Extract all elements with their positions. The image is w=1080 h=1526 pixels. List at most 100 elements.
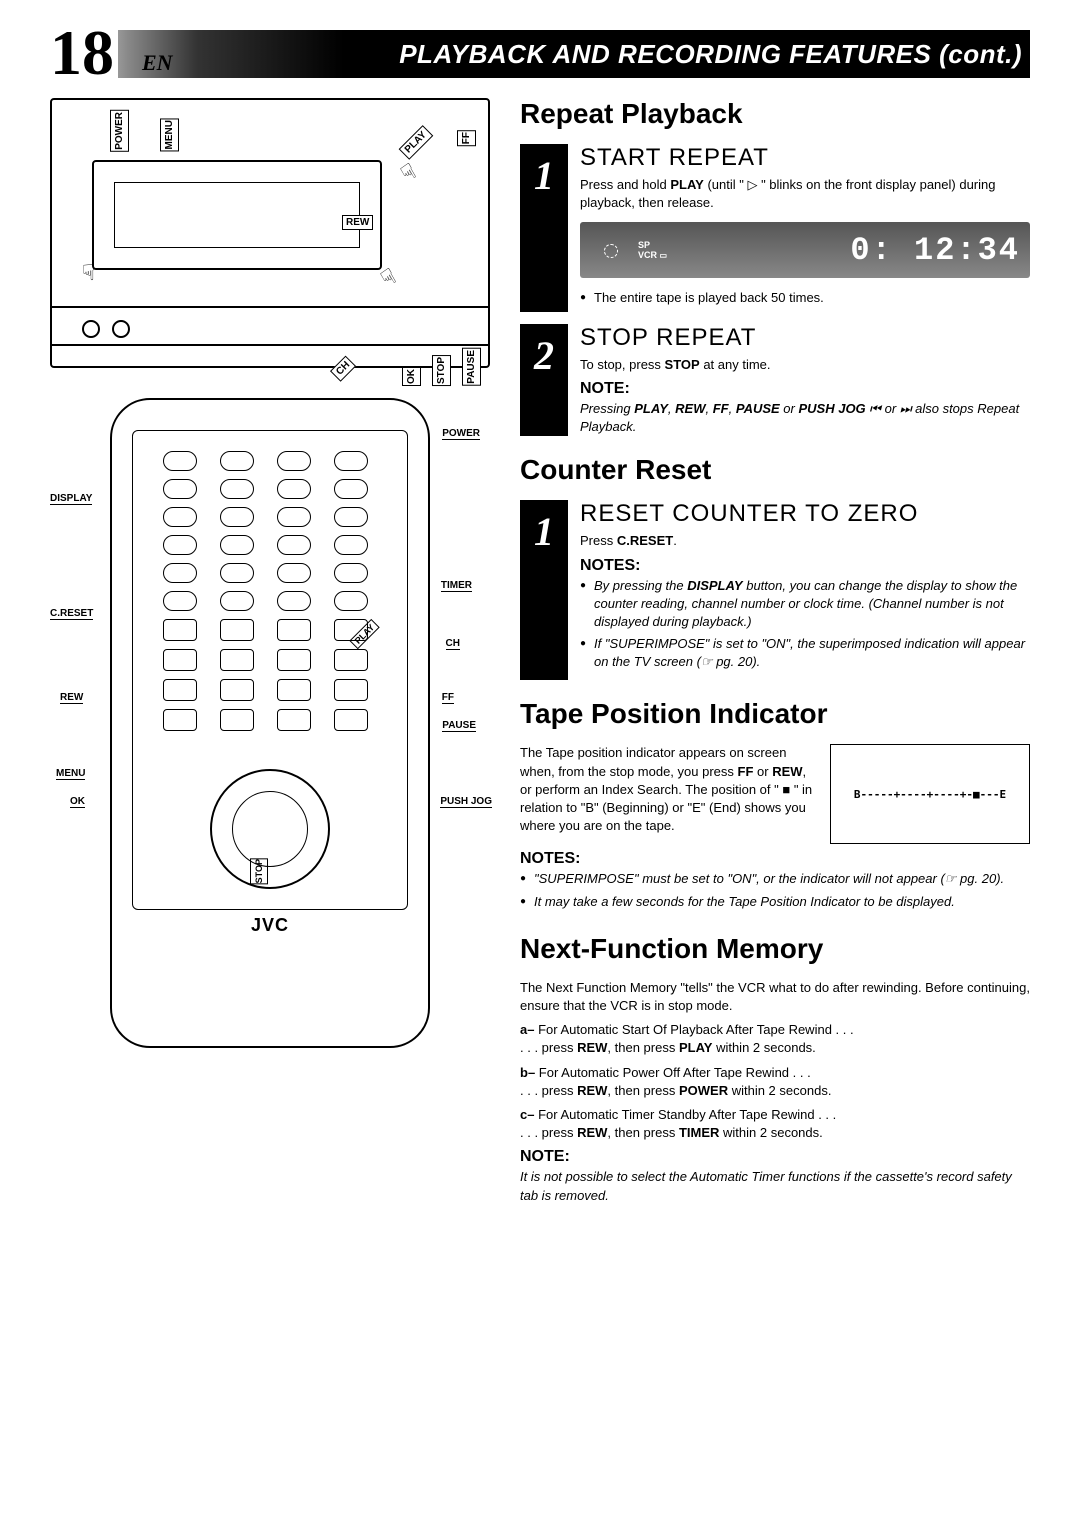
note-heading: NOTE: <box>580 380 1030 398</box>
note-text: Pressing PLAY, REW, FF, PAUSE or PUSH JO… <box>580 400 1030 436</box>
text: Press and hold <box>580 177 670 192</box>
remote-diagram: JVC <box>110 398 430 1048</box>
hand-icon: ☟ <box>376 263 401 292</box>
remote-label-rew: REW <box>60 692 83 704</box>
vcr-display-panel: SP VCR ▭ 0: 12:34 <box>580 222 1030 278</box>
step-number: 2 <box>520 324 568 437</box>
vcr-label-ok: OK <box>402 367 421 386</box>
section-repeat-playback: Repeat Playback <box>520 98 1030 134</box>
remote-button <box>163 679 197 701</box>
text-bold: PLAY <box>670 177 703 192</box>
vcr-label-pause: PAUSE <box>462 348 481 386</box>
remote-button <box>163 479 197 499</box>
nf-item-a: a– For Automatic Start Of Playback After… <box>520 1021 1030 1057</box>
remote-button <box>163 451 197 471</box>
remote-label-display: DISPLAY <box>50 493 92 505</box>
intro-text: The Next Function Memory "tells" the VCR… <box>520 979 1030 1015</box>
hand-icon: ☟ <box>396 158 421 187</box>
remote-keypad <box>163 451 377 731</box>
display-sp: SP <box>638 240 650 250</box>
remote-button <box>220 649 254 671</box>
bullet-item: The entire tape is played back 50 times. <box>580 288 1030 308</box>
remote-button <box>334 649 368 671</box>
remote-button <box>163 563 197 583</box>
notes-list: By pressing the DISPLAY button, you can … <box>580 577 1030 672</box>
section-next-function: Next-Function Memory <box>520 933 1030 969</box>
bullet-list: The entire tape is played back 50 times. <box>580 288 1030 308</box>
note-item: If "SUPERIMPOSE" is set to "ON", the sup… <box>580 635 1030 671</box>
remote-button <box>163 709 197 731</box>
remote-button <box>334 535 368 555</box>
step-1-reset-counter: 1 RESET COUNTER TO ZERO Press C.RESET. N… <box>520 500 1030 680</box>
remote-button <box>220 535 254 555</box>
step-title: START REPEAT <box>580 144 1030 172</box>
remote-button <box>163 535 197 555</box>
text: . <box>673 533 677 548</box>
text: at any time. <box>700 357 771 372</box>
remote-button <box>277 709 311 731</box>
step-number: 1 <box>520 500 568 680</box>
vcr-label-ch: CH <box>330 355 356 381</box>
page-number: 18 <box>50 16 118 90</box>
nf-item-b: b– For Automatic Power Off After Tape Re… <box>520 1064 1030 1100</box>
remote-button <box>163 649 197 671</box>
remote-button <box>220 709 254 731</box>
step-text: Press and hold PLAY (until " ▷ " blinks … <box>580 176 1030 212</box>
remote-button <box>220 679 254 701</box>
section-tape-position: Tape Position Indicator <box>520 698 1030 734</box>
remote-label-stop: STOP <box>250 858 268 884</box>
hand-icon: ☟ <box>82 260 95 286</box>
remote-button <box>277 679 311 701</box>
vcr-label-power: POWER <box>110 110 129 152</box>
remote-label-creset: C.RESET <box>50 608 93 620</box>
remote-button <box>334 591 368 611</box>
page-header: 18 EN PLAYBACK AND RECORDING FEATURES (c… <box>50 30 1030 78</box>
remote-button <box>277 649 311 671</box>
vcr-diagram: POWER MENU PLAY FF REW CH OK STOP PAUSE … <box>50 98 490 368</box>
remote-button <box>334 451 368 471</box>
remote-button <box>277 591 311 611</box>
step-number: 1 <box>520 144 568 312</box>
remote-label-timer: TIMER <box>441 580 472 592</box>
step-2-stop-repeat: 2 STOP REPEAT To stop, press STOP at any… <box>520 324 1030 437</box>
left-column: POWER MENU PLAY FF REW CH OK STOP PAUSE … <box>50 98 490 1205</box>
remote-button <box>220 507 254 527</box>
remote-button <box>220 479 254 499</box>
display-vcr: VCR <box>638 250 657 260</box>
text-bold: STOP <box>665 357 700 372</box>
vcr-label-rew: REW <box>342 215 373 230</box>
step-title: STOP REPEAT <box>580 324 1030 352</box>
remote-button-area <box>132 430 408 910</box>
nf-item-c: c– For Automatic Timer Standby After Tap… <box>520 1106 1030 1142</box>
remote-button <box>163 591 197 611</box>
remote-button <box>220 451 254 471</box>
remote-button <box>163 619 197 641</box>
jog-wheel <box>210 769 330 889</box>
header-title: PLAYBACK AND RECORDING FEATURES (cont.) <box>399 39 1022 70</box>
sun-icon <box>590 230 630 270</box>
remote-label-ok: OK <box>70 796 85 808</box>
right-column: Repeat Playback 1 START REPEAT Press and… <box>520 98 1030 1205</box>
remote-button <box>277 563 311 583</box>
tape-position-body: B-----+----+----+-■---E The Tape positio… <box>520 744 1030 844</box>
vcr-front-panel <box>52 306 488 346</box>
note-item: It may take a few seconds for the Tape P… <box>520 893 1030 911</box>
remote-button <box>220 563 254 583</box>
section-counter-reset: Counter Reset <box>520 454 1030 490</box>
page-language: EN <box>142 50 173 76</box>
display-time: 0: 12:34 <box>850 232 1020 269</box>
step-1-start-repeat: 1 START REPEAT Press and hold PLAY (unti… <box>520 144 1030 312</box>
note-item: "SUPERIMPOSE" must be set to "ON", or th… <box>520 870 1030 888</box>
remote-wrapper: JVC POWER DISPLAY TIMER C.RESET CH PLAY … <box>50 398 490 1048</box>
tape-indicator-box: B-----+----+----+-■---E <box>830 744 1030 844</box>
remote-button <box>163 507 197 527</box>
step-text: To stop, press STOP at any time. <box>580 356 1030 374</box>
remote-label-ff: FF <box>442 692 454 704</box>
vcr-cassette-slot <box>92 160 382 270</box>
remote-label-menu: MENU <box>56 768 85 780</box>
remote-button <box>334 479 368 499</box>
note-item: By pressing the DISPLAY button, you can … <box>580 577 1030 632</box>
remote-label-power: POWER <box>442 428 480 440</box>
remote-button <box>334 709 368 731</box>
note-heading: NOTE: <box>520 1148 1030 1166</box>
